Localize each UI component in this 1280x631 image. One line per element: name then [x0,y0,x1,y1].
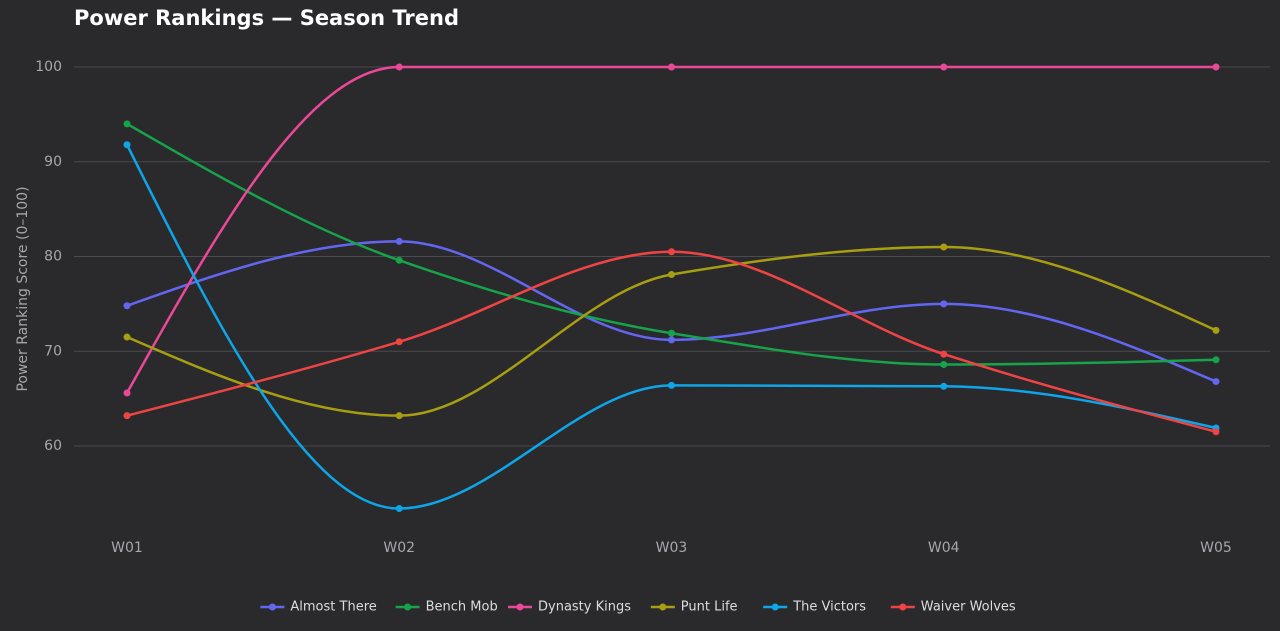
data-point [1212,326,1220,334]
y-tick-label: 80 [44,249,62,265]
data-point [123,412,131,420]
legend-swatch-dot [771,603,779,611]
data-point [668,336,675,344]
legend-label: Almost There [290,600,376,615]
x-tick-label: W05 [1200,540,1232,556]
series-waiver-wolves [123,248,1220,436]
legend-label: Waiver Wolves [921,600,1016,615]
legend-item[interactable]: Punt Life [650,600,738,615]
series-punt-life [123,243,1220,420]
series-line [125,65,1216,394]
data-point [940,382,948,390]
grid-lines [74,66,1270,447]
chart-title: Power Rankings — Season Trend [74,6,460,30]
legend-item[interactable]: Bench Mob [395,600,498,615]
y-tick-label: 90 [44,154,62,170]
legend-item[interactable]: Almost There [260,600,377,615]
data-point [1212,378,1220,386]
data-point [123,333,131,341]
legend-swatch-dot [268,603,276,611]
data-point [668,248,675,256]
legend-item[interactable]: The Victors [763,600,866,615]
data-point [1212,428,1220,436]
legend-item[interactable]: Waiver Wolves [890,600,1016,615]
legend: Almost There Bench Mob Dynasty Kings Punt L… [260,600,1016,615]
x-tick-label: W04 [928,540,960,556]
x-tick-label: W03 [656,540,688,556]
y-tick-label: 70 [44,343,62,359]
data-point [668,381,675,389]
data-point [395,256,403,264]
data-point [940,361,948,369]
data-point [123,389,131,397]
series-line [126,122,1217,366]
legend-label: Punt Life [681,600,738,615]
data-point [395,338,403,346]
data-point [668,271,675,279]
data-point [940,300,948,308]
data-point [123,120,131,128]
legend-swatch-dot [659,603,667,611]
data-point [395,237,403,245]
legend-label: Bench Mob [426,600,498,615]
data-point [940,243,948,251]
legend-item[interactable]: Dynasty Kings [508,600,631,615]
data-point [1212,356,1220,364]
data-point [940,350,948,358]
y-axis-title: Power Ranking Score (0–100) [15,186,31,391]
data-point [1212,63,1220,71]
data-point [940,63,948,71]
legend-swatch-dot [899,603,907,611]
legend-label: Dynasty Kings [538,600,631,615]
data-point [395,63,403,71]
series-dynasty-kings [123,63,1220,397]
x-tick-label: W01 [111,540,143,556]
data-point [668,63,675,71]
data-point [395,505,403,513]
y-tick-label: 60 [44,438,62,454]
x-tick-label: W02 [383,540,415,556]
data-point [395,412,403,420]
series-the-victors [123,141,1220,513]
y-tick-label: 100 [35,59,62,75]
legend-swatch-dot [516,603,524,611]
x-axis-ticks: W01 W02 W03 W04 W05 [111,540,1232,556]
legend-swatch-dot [404,603,412,611]
series-line [125,144,1217,510]
data-point [668,329,675,337]
data-point [123,141,131,149]
legend-label: The Victors [792,600,866,615]
series-bench-mob [123,120,1220,369]
series-lines [123,63,1220,513]
series-almost-there [123,237,1220,386]
y-axis-ticks: 60 70 80 90 100 [35,59,62,454]
data-point [123,302,131,310]
series-line [126,240,1217,383]
